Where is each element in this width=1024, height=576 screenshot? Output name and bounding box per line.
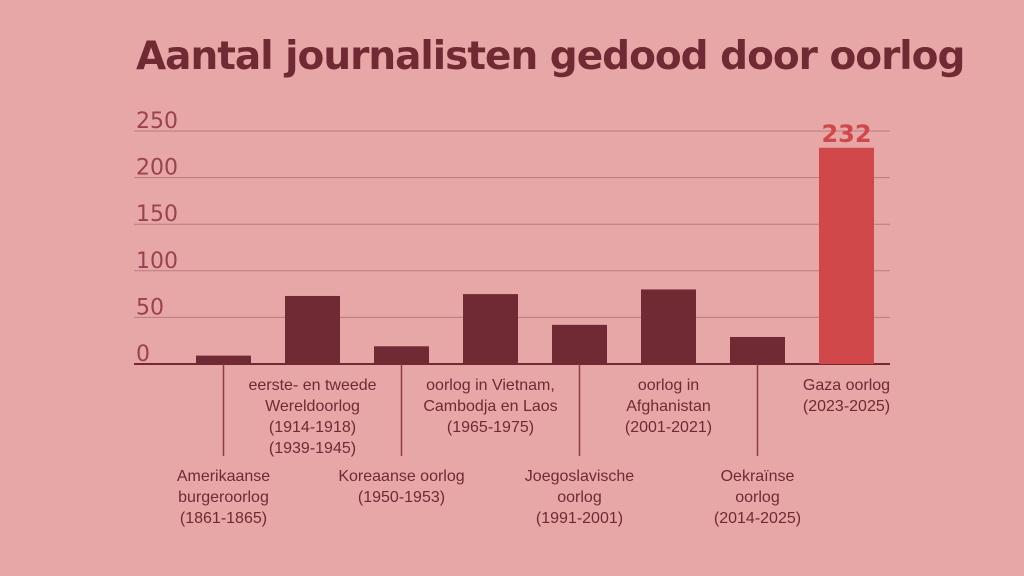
x-tick-label: Oekraïnse oorlog (2014-2025)	[714, 468, 801, 527]
bar	[730, 336, 785, 364]
x-tick-label: oorlog in Afghanistan (2001-2021)	[625, 377, 712, 436]
x-tick-label: oorlog in Vietnam, Cambodja en Laos (1965-…	[423, 377, 557, 436]
bar	[463, 294, 518, 364]
x-tick-label: Joegoslavische oorlog (1991-2001)	[525, 468, 635, 527]
data-label: 232	[821, 120, 871, 148]
x-tick-label: Koreaanse oorlog (1950-1953)	[338, 468, 464, 506]
x-tick-label: Amerikaanse burgeroorlog (1861-1865)	[177, 468, 270, 527]
y-tick-label: 100	[136, 249, 178, 274]
bar	[374, 346, 429, 364]
y-tick-label: 200	[136, 156, 178, 181]
bar	[552, 324, 607, 364]
x-tick-label: eerste- en tweede Wereldoorlog (1914-1918)…	[248, 377, 376, 457]
bar	[285, 295, 340, 364]
y-tick-label: 50	[136, 295, 164, 320]
y-tick-label: 250	[136, 109, 178, 134]
bar	[819, 147, 874, 364]
bar	[641, 289, 696, 364]
chart-title: Aantal journalisten gedood door oorlog	[136, 34, 965, 79]
y-tick-label: 0	[136, 342, 150, 367]
bar	[196, 355, 251, 364]
y-tick-label: 150	[136, 202, 178, 227]
x-tick-label: Gaza oorlog (2023-2025)	[803, 377, 890, 415]
